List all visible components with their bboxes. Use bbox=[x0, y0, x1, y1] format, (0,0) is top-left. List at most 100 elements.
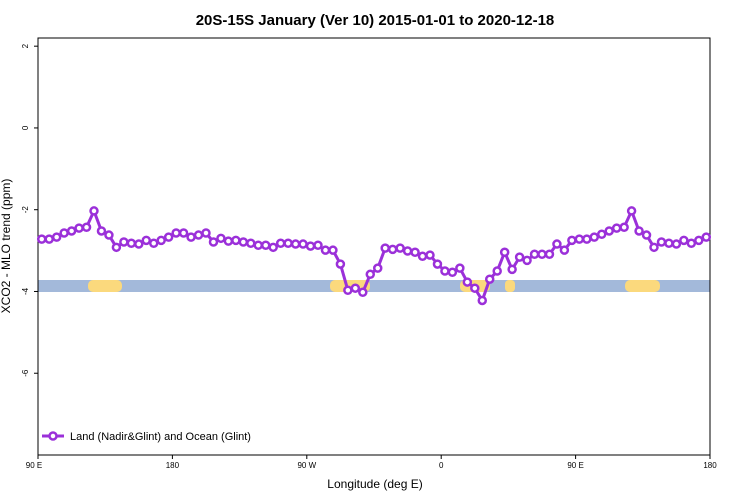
data-point bbox=[589, 232, 600, 242]
data-point bbox=[119, 237, 129, 247]
data-point bbox=[44, 234, 54, 244]
data-point bbox=[358, 287, 368, 298]
y-tick-label: -6 bbox=[21, 369, 30, 377]
data-point bbox=[126, 238, 137, 248]
data-point bbox=[514, 252, 525, 262]
data-point bbox=[171, 228, 181, 238]
data-point bbox=[216, 233, 226, 244]
data-point bbox=[402, 246, 413, 256]
data-point bbox=[89, 206, 99, 216]
data-point bbox=[619, 222, 629, 233]
data-point bbox=[395, 243, 405, 253]
data-point bbox=[74, 223, 84, 233]
data-point bbox=[477, 295, 488, 306]
ocean-band bbox=[38, 280, 710, 292]
data-point bbox=[66, 226, 77, 236]
data-point bbox=[604, 226, 614, 236]
data-point bbox=[201, 228, 211, 238]
data-point bbox=[298, 239, 308, 249]
x-tick-label: 180 bbox=[166, 461, 180, 470]
x-tick-label: 90 E bbox=[567, 461, 583, 470]
chart-title: 20S-15S January (Ver 10) 2015-01-01 to 2… bbox=[196, 12, 555, 29]
data-point bbox=[611, 223, 622, 233]
data-point bbox=[372, 263, 383, 273]
data-point bbox=[425, 250, 435, 260]
data-point bbox=[238, 237, 249, 247]
data-point bbox=[440, 266, 450, 276]
x-tick-label: 0 bbox=[439, 461, 444, 470]
x-tick-label: 180 bbox=[703, 461, 717, 470]
data-point bbox=[507, 264, 517, 275]
data-point bbox=[134, 239, 144, 249]
data-point bbox=[246, 238, 256, 248]
data-point bbox=[328, 245, 338, 255]
data-point bbox=[193, 230, 204, 240]
y-tick-label: 2 bbox=[21, 43, 30, 48]
data-point bbox=[186, 232, 196, 242]
y-tick-label: 0 bbox=[21, 125, 30, 130]
data-point bbox=[679, 235, 689, 246]
data-point bbox=[260, 240, 271, 251]
data-point bbox=[492, 266, 502, 276]
data-point bbox=[626, 206, 637, 216]
data-point bbox=[320, 245, 331, 255]
data-point bbox=[350, 283, 361, 293]
y-tick-label: -2 bbox=[21, 206, 30, 214]
surface-band bbox=[38, 280, 710, 292]
data-point bbox=[671, 239, 682, 249]
y-tick-label: -4 bbox=[21, 287, 30, 295]
data-point bbox=[268, 242, 278, 253]
plot-frame bbox=[37, 37, 711, 456]
data-point bbox=[455, 263, 465, 273]
data-point bbox=[664, 238, 674, 248]
data-point bbox=[163, 232, 174, 242]
data-point bbox=[559, 245, 570, 255]
data-point bbox=[96, 226, 107, 236]
data-point bbox=[544, 249, 555, 260]
data-point bbox=[253, 240, 264, 251]
data-point bbox=[410, 247, 420, 257]
data-point bbox=[305, 241, 316, 251]
data-point bbox=[141, 235, 152, 246]
data-point bbox=[701, 232, 712, 242]
data-point bbox=[343, 285, 353, 295]
data-point bbox=[275, 238, 286, 248]
data-point bbox=[380, 243, 390, 253]
data-point bbox=[59, 228, 69, 238]
data-point bbox=[537, 249, 547, 260]
data-point bbox=[387, 244, 398, 255]
data-point bbox=[51, 232, 62, 242]
data-point bbox=[231, 235, 241, 246]
data-point bbox=[223, 236, 234, 246]
data-point bbox=[552, 239, 562, 249]
data-point bbox=[283, 238, 293, 248]
data-point bbox=[417, 251, 428, 262]
data-point bbox=[178, 228, 189, 238]
legend-label: Land (Nadir&Glint) and Ocean (Glint) bbox=[70, 431, 251, 443]
data-point bbox=[156, 235, 166, 246]
data-point bbox=[641, 230, 652, 240]
data-point bbox=[462, 277, 473, 287]
data-point bbox=[694, 235, 704, 246]
x-tick-label: 90 W bbox=[297, 461, 316, 470]
data-point bbox=[499, 247, 510, 257]
data-point bbox=[208, 237, 219, 247]
data-point bbox=[484, 274, 495, 284]
data-point bbox=[432, 259, 443, 269]
data-point bbox=[104, 230, 114, 240]
x-tick-label: 90 E bbox=[26, 461, 42, 470]
data-point bbox=[365, 269, 376, 280]
land-band bbox=[88, 280, 122, 292]
x-axis-label: Longitude (deg E) bbox=[327, 477, 422, 491]
data-point bbox=[470, 283, 480, 293]
data-point bbox=[447, 267, 458, 278]
data-point bbox=[686, 238, 697, 248]
data-point bbox=[596, 229, 607, 239]
land-band bbox=[505, 280, 515, 292]
data-point bbox=[148, 238, 159, 248]
data-point bbox=[111, 242, 122, 253]
data-point bbox=[522, 255, 532, 266]
data-point bbox=[582, 234, 592, 244]
data-point bbox=[567, 235, 577, 246]
